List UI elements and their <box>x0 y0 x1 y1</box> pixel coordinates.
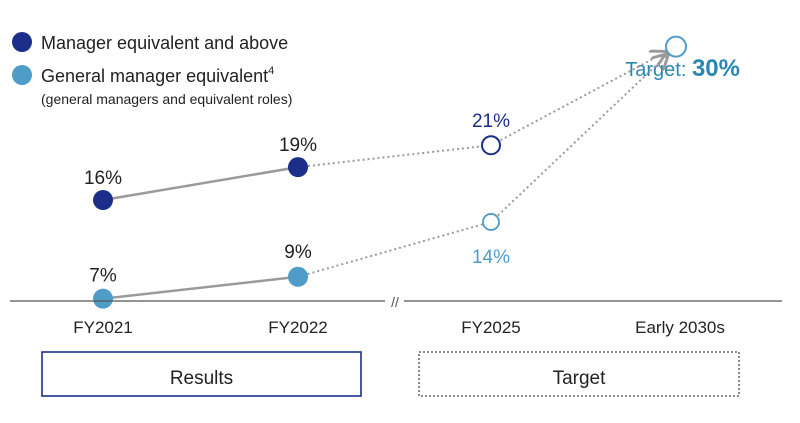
legend-sublabel-general-manager: (general managers and equivalent roles) <box>41 91 292 107</box>
data-label-general-manager-fy2022: 9% <box>284 242 312 263</box>
point-general-manager-fy2021 <box>93 288 113 309</box>
target-prefix: Target: <box>625 59 692 81</box>
legend-superscript: 4 <box>268 65 274 77</box>
x-tick-label-fy2021: FY2021 <box>73 318 133 337</box>
line-manager-projection <box>297 52 665 169</box>
line-general-manager-actual <box>102 275 299 300</box>
x-tick-label-fy2022: FY2022 <box>268 318 328 337</box>
line-general-manager-projection <box>297 55 667 278</box>
point-target-early-2030s <box>665 35 687 58</box>
legend-marker-manager <box>12 32 32 52</box>
data-label-manager-fy2025: 21% <box>472 111 510 132</box>
data-label-manager-fy2021: 16% <box>84 168 122 189</box>
data-label-manager-fy2022: 19% <box>279 135 317 156</box>
target-group-box <box>418 351 740 397</box>
legend-label-manager: Manager equivalent and above <box>41 33 288 53</box>
x-tick-label-early-2030s: Early 2030s <box>635 318 725 337</box>
results-group-box <box>41 351 362 397</box>
line-manager-actual <box>102 165 299 202</box>
data-label-general-manager-fy2021: 7% <box>89 266 117 287</box>
point-manager-fy2022 <box>288 157 308 178</box>
point-general-manager-fy2025 <box>482 213 500 231</box>
results-group-label: Results <box>170 368 233 389</box>
point-general-manager-fy2022 <box>288 266 308 287</box>
target-value: 30% <box>692 55 740 82</box>
data-label-general-manager-fy2025: 14% <box>472 247 510 268</box>
legend-label-general-manager-text: General manager equivalent <box>41 66 268 86</box>
target-callout: Target: 30% <box>625 55 740 82</box>
target-group-label: Target <box>553 368 607 389</box>
point-manager-fy2021 <box>93 190 113 211</box>
x-tick-label-fy2025: FY2025 <box>461 318 521 337</box>
legend-marker-general-manager <box>12 65 32 85</box>
legend-label-general-manager: General manager equivalent4 <box>41 65 274 86</box>
point-manager-fy2025 <box>481 135 501 156</box>
axis-break: // <box>391 294 399 310</box>
